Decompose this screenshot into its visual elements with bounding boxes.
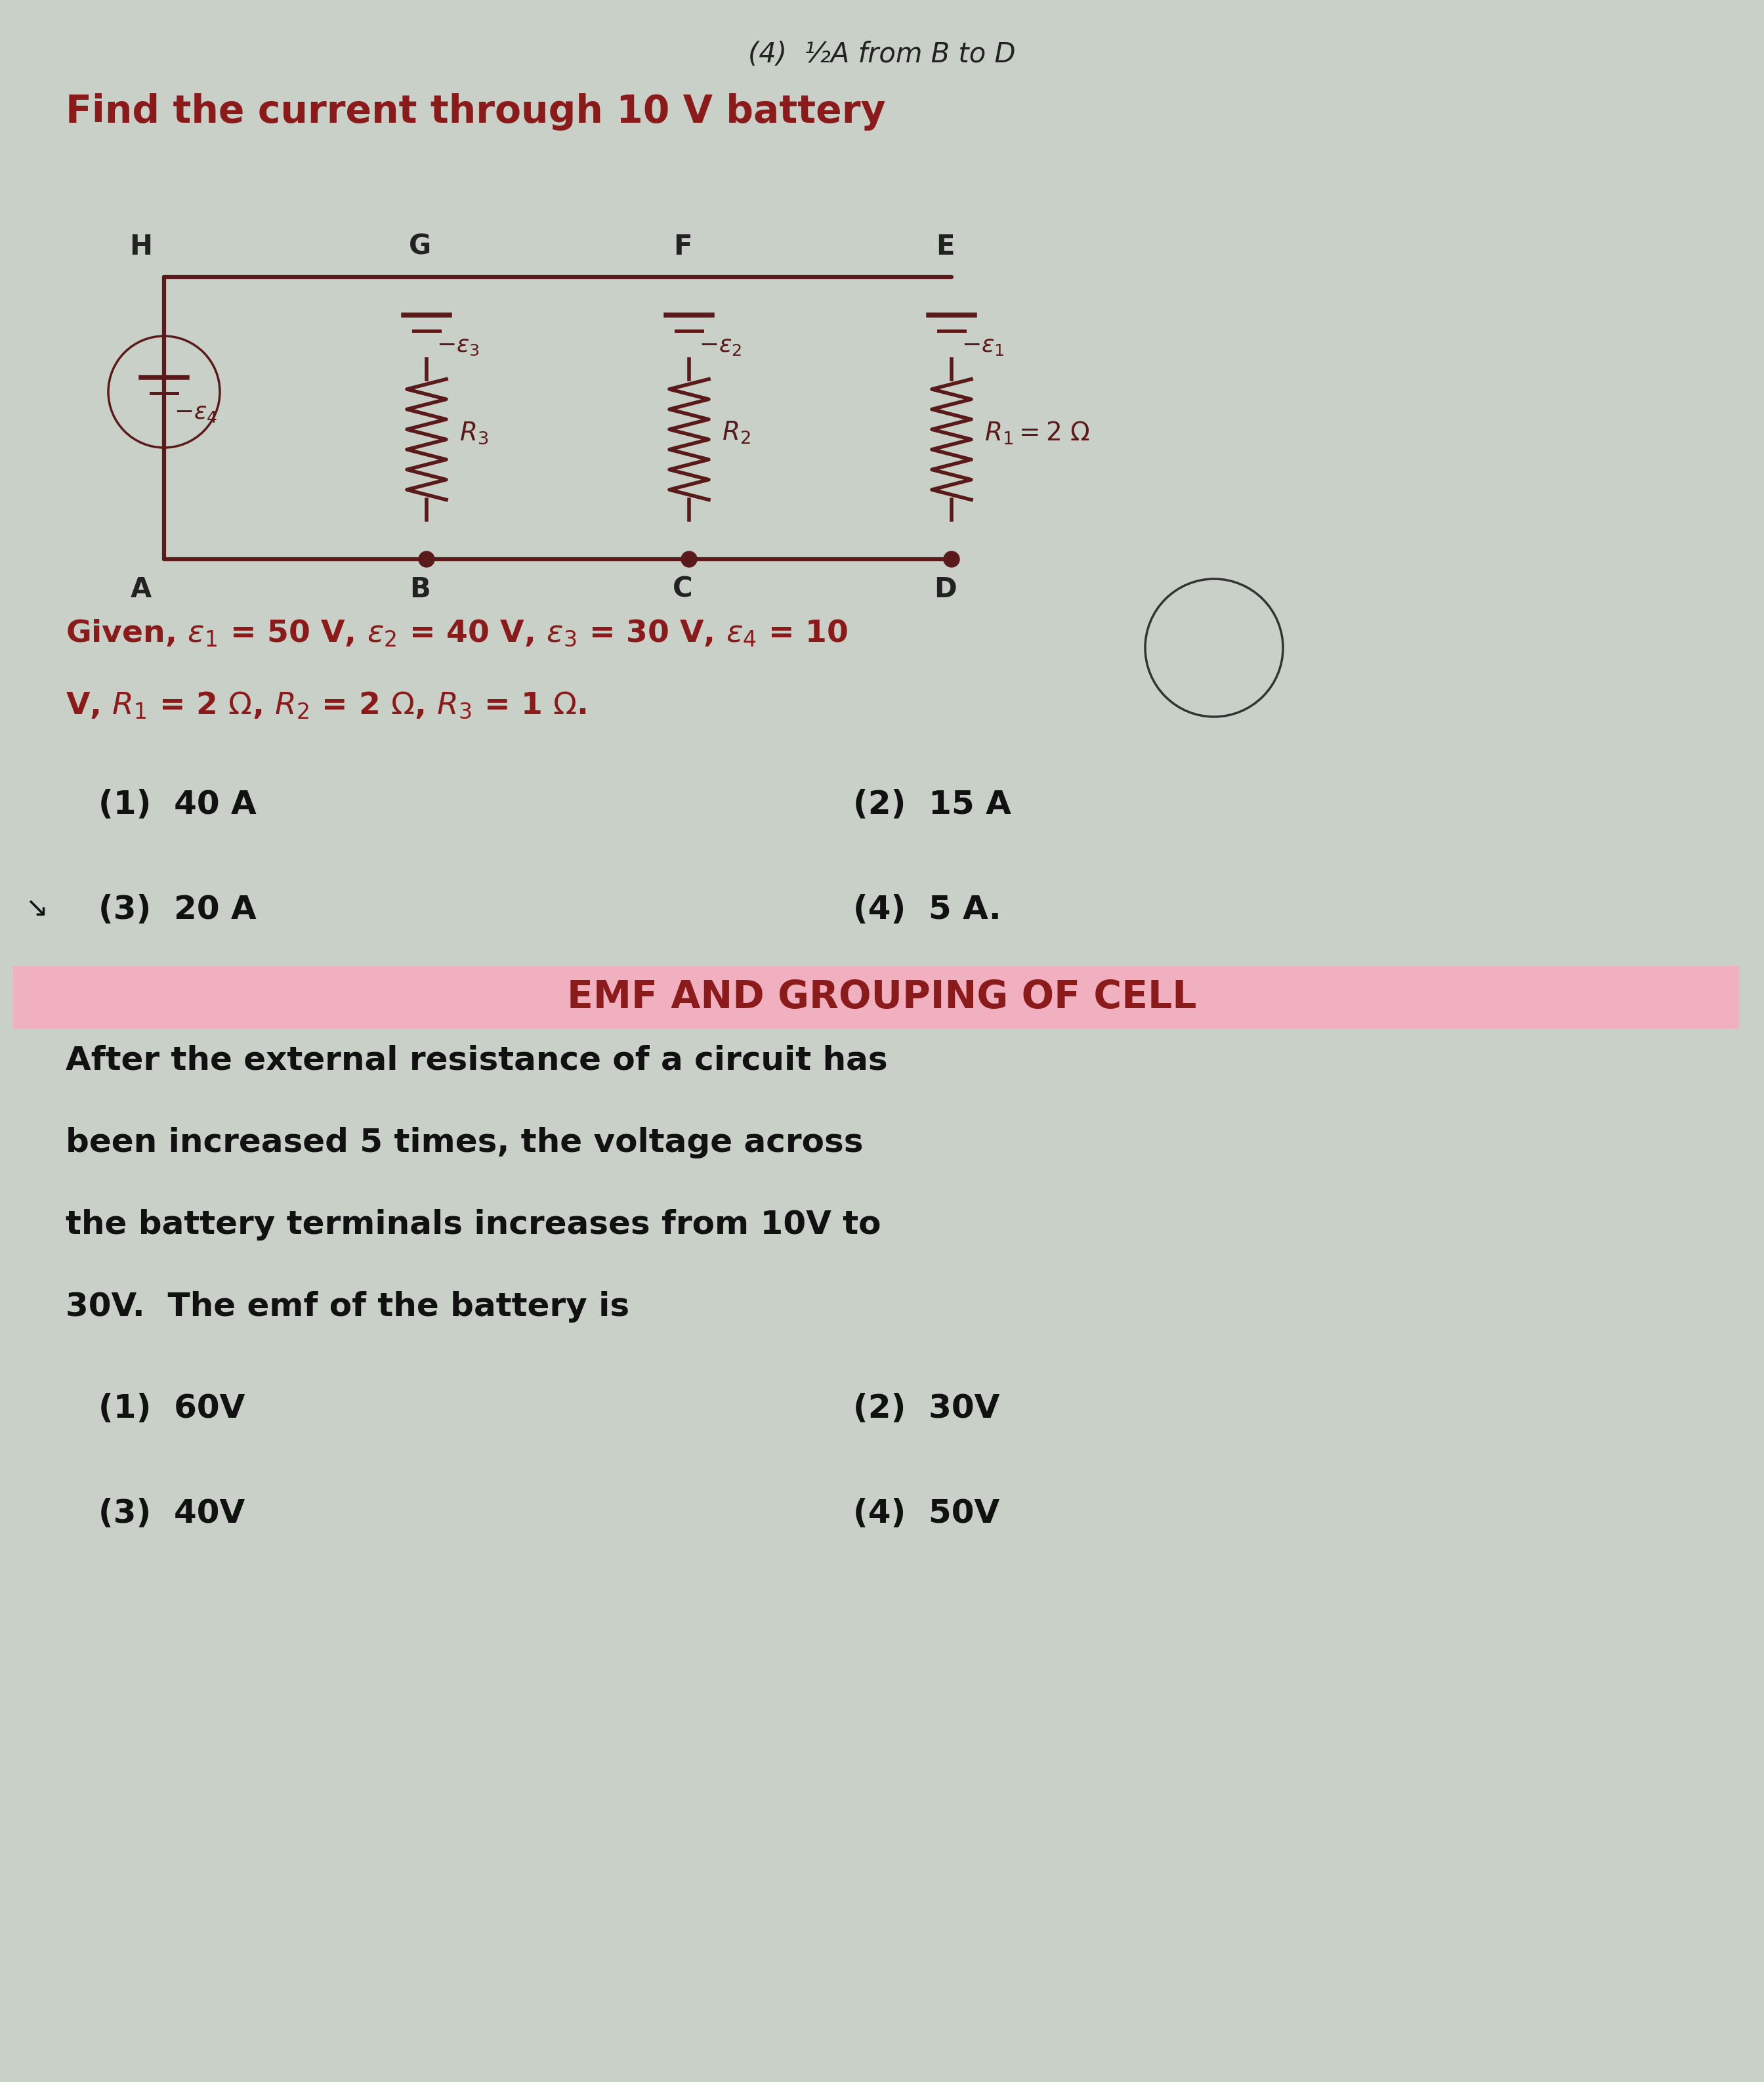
Text: (4)  5 A.: (4) 5 A.	[854, 893, 1002, 926]
Text: $-\varepsilon_3$: $-\varepsilon_3$	[436, 335, 480, 358]
FancyBboxPatch shape	[12, 966, 1739, 1029]
Text: B: B	[409, 575, 430, 604]
Text: F: F	[674, 233, 691, 260]
Text: D: D	[933, 575, 956, 604]
Text: been increased 5 times, the voltage across: been increased 5 times, the voltage acro…	[65, 1126, 863, 1158]
Text: Given, $\varepsilon_1$ = 50 V, $\varepsilon_2$ = 40 V, $\varepsilon_3$ = 30 V, $: Given, $\varepsilon_1$ = 50 V, $\varepsi…	[65, 618, 848, 648]
Text: 30V.  The emf of the battery is: 30V. The emf of the battery is	[65, 1291, 630, 1322]
Text: C: C	[672, 575, 693, 604]
Text: After the external resistance of a circuit has: After the external resistance of a circu…	[65, 1045, 887, 1076]
Text: G: G	[409, 233, 430, 260]
Text: $\searrow$: $\searrow$	[19, 893, 46, 922]
Circle shape	[681, 552, 697, 566]
Text: $R_2$: $R_2$	[721, 421, 750, 446]
Text: $-\varepsilon_1$: $-\varepsilon_1$	[961, 335, 1004, 358]
Text: (3)  20 A: (3) 20 A	[99, 893, 256, 926]
Text: (1)  40 A: (1) 40 A	[99, 789, 256, 820]
Text: $R_1 = 2\ \Omega$: $R_1 = 2\ \Omega$	[984, 421, 1090, 446]
Text: $-\varepsilon_4$: $-\varepsilon_4$	[175, 402, 217, 425]
Text: (2)  30V: (2) 30V	[854, 1393, 1000, 1424]
Text: $R_3$: $R_3$	[459, 421, 489, 446]
Text: $-\varepsilon_2$: $-\varepsilon_2$	[699, 335, 743, 358]
Text: H: H	[129, 233, 152, 260]
Text: (4)  ½A from B to D: (4) ½A from B to D	[748, 42, 1016, 69]
Text: (3)  40V: (3) 40V	[99, 1497, 245, 1530]
Text: (2)  15 A: (2) 15 A	[854, 789, 1011, 820]
Text: (4)  50V: (4) 50V	[854, 1497, 1000, 1530]
Text: Find the current through 10 V battery: Find the current through 10 V battery	[65, 94, 886, 131]
Text: the battery terminals increases from 10V to: the battery terminals increases from 10V…	[65, 1210, 880, 1241]
Text: (1)  60V: (1) 60V	[99, 1393, 245, 1424]
Text: E: E	[935, 233, 954, 260]
Text: V, $R_1$ = 2 $\Omega$, $R_2$ = 2 $\Omega$, $R_3$ = 1 $\Omega$.: V, $R_1$ = 2 $\Omega$, $R_2$ = 2 $\Omega…	[65, 691, 587, 720]
Text: A: A	[131, 575, 152, 604]
Circle shape	[418, 552, 434, 566]
Text: EMF AND GROUPING OF CELL: EMF AND GROUPING OF CELL	[568, 979, 1196, 1016]
Circle shape	[944, 552, 960, 566]
